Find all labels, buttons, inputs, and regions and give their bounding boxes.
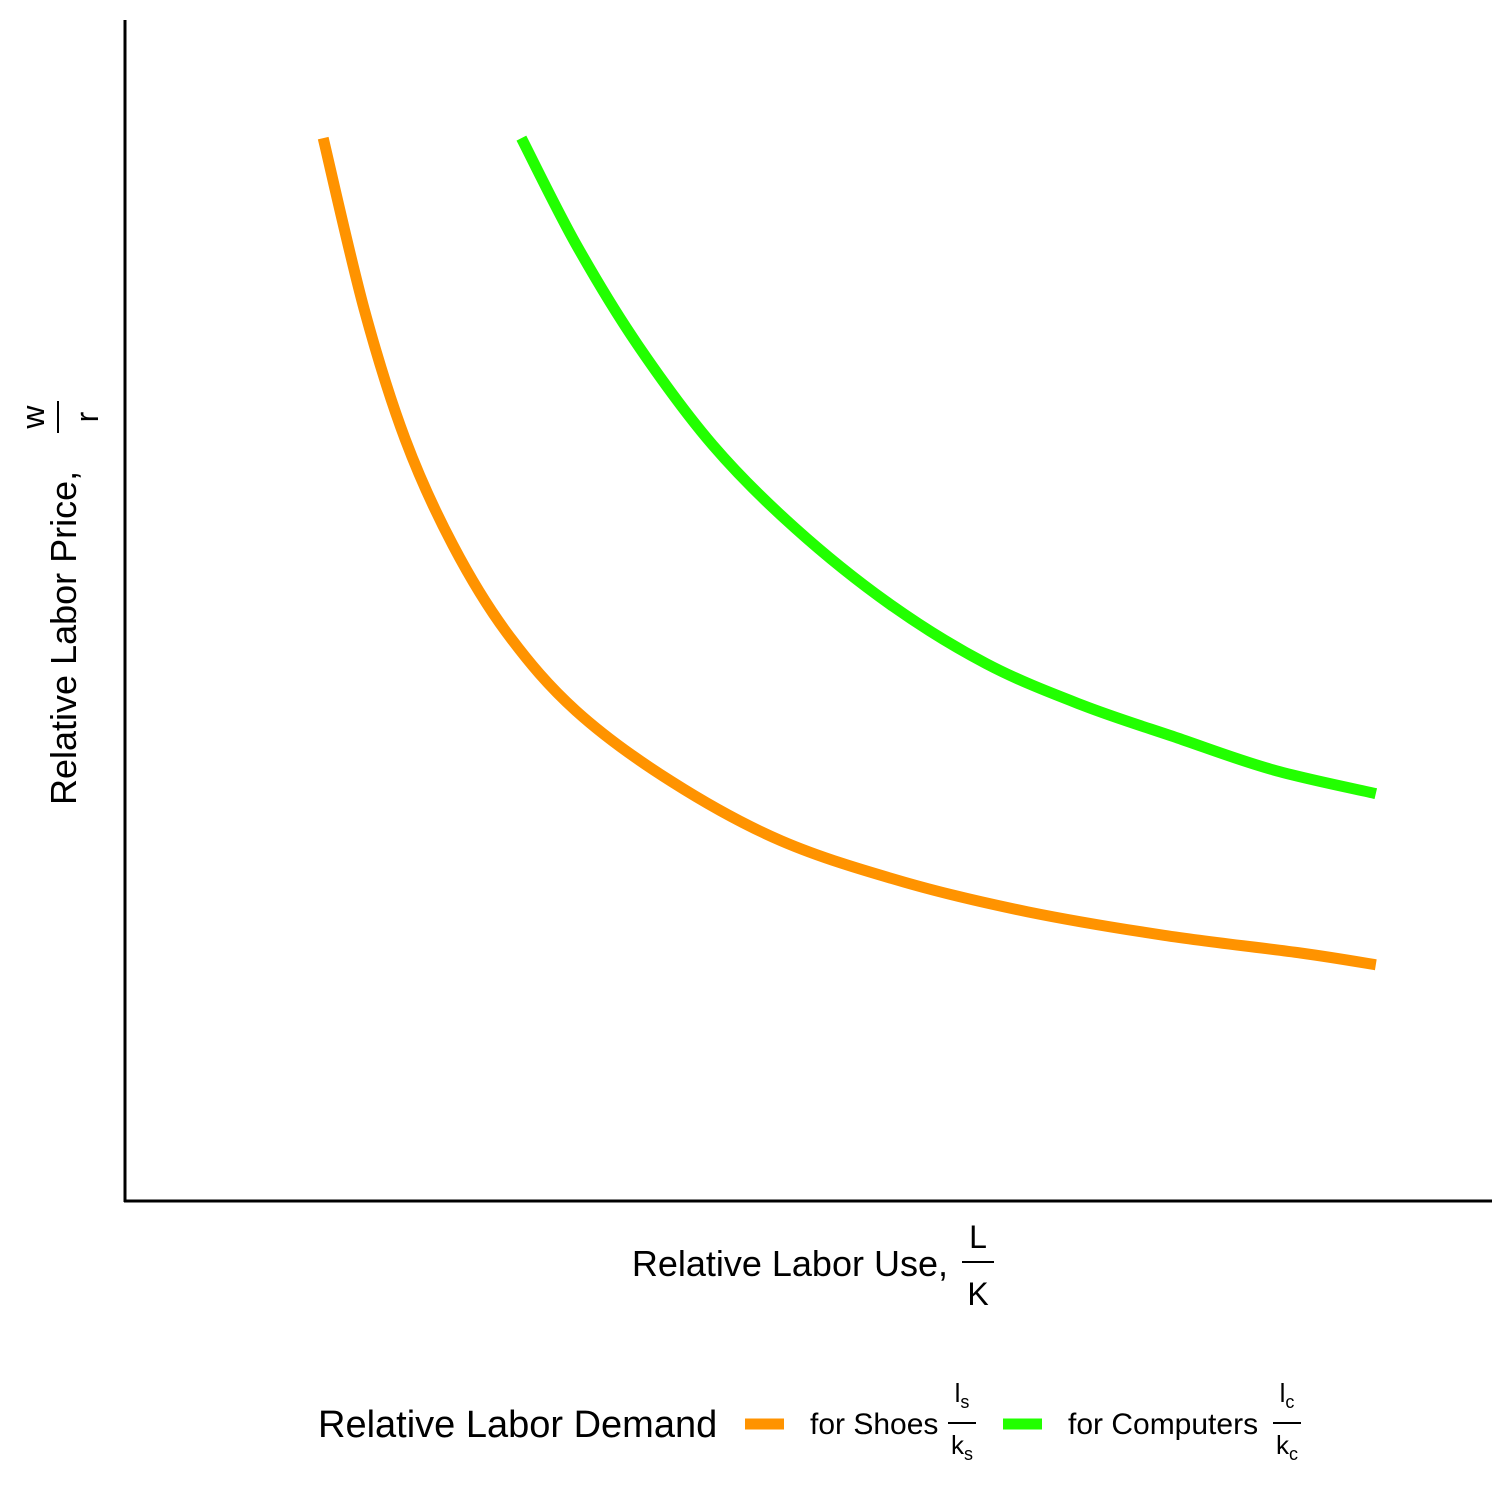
legend-frac-shoes-den-sub: s xyxy=(964,1444,973,1464)
legend: Relative Labor Demand for Shoes ls ks fo… xyxy=(318,1378,1301,1464)
legend-frac-shoes-num-sub: s xyxy=(960,1392,969,1412)
svg-text:ks: ks xyxy=(951,1430,973,1464)
y-axis-frac-numerator: w xyxy=(15,405,51,430)
legend-frac-computers-num: l xyxy=(1280,1378,1286,1408)
series-shoes-line xyxy=(317,136,1377,971)
legend-frac-shoes-den: k xyxy=(951,1430,965,1460)
svg-text:kc: kc xyxy=(1276,1430,1298,1464)
y-axis-frac-denominator: r xyxy=(69,411,105,422)
legend-label-computers: for Computers xyxy=(1068,1408,1258,1441)
legend-frac-computers-num-sub: c xyxy=(1285,1392,1294,1412)
legend-frac-computers: lc kc xyxy=(1273,1378,1301,1464)
x-axis-title-text: Relative Labor Use, xyxy=(632,1243,948,1284)
legend-frac-shoes: ls ks xyxy=(948,1378,976,1464)
legend-title: Relative Labor Demand xyxy=(318,1404,717,1446)
svg-text:lc: lc xyxy=(1280,1378,1295,1412)
legend-label-shoes: for Shoes xyxy=(810,1408,938,1441)
legend-frac-computers-den-sub: c xyxy=(1289,1444,1298,1464)
legend-frac-computers-den: k xyxy=(1276,1430,1290,1460)
x-axis-frac-denominator: K xyxy=(967,1276,988,1312)
series-computers-line xyxy=(516,135,1378,799)
x-axis-title: Relative Labor Use, L K xyxy=(632,1219,994,1312)
y-axis-title-text: Relative Labor Price, xyxy=(43,471,84,805)
y-axis-title: Relative Labor Price, w r xyxy=(15,401,105,805)
x-axis-frac-numerator: L xyxy=(969,1219,987,1255)
legend-frac-shoes-num: l xyxy=(955,1378,961,1408)
series-layer xyxy=(317,135,1378,971)
svg-text:ls: ls xyxy=(955,1378,970,1412)
